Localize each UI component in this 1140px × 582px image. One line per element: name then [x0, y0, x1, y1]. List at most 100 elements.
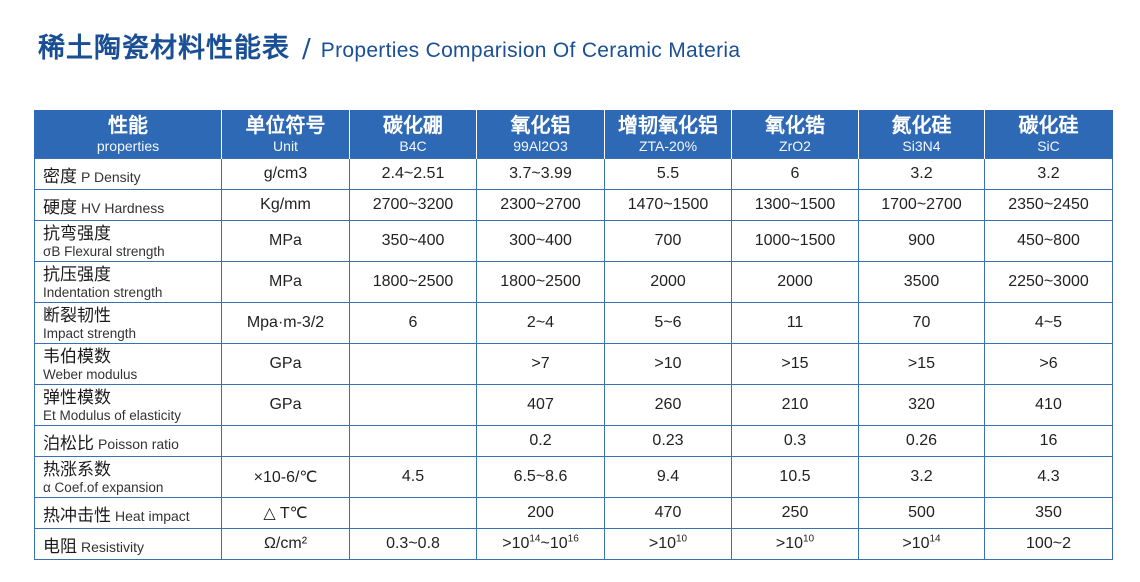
property-label-en: α Coef.of expansion: [43, 479, 164, 495]
unit-cell: [221, 425, 350, 457]
value-cell: >1010: [731, 528, 859, 560]
value-exponent: 10: [676, 533, 688, 545]
header-unit: 单位符号 Unit: [221, 110, 350, 159]
title-english: Properties Comparision Of Ceramic Materi…: [320, 39, 741, 62]
unit-cell: Kg/mm: [221, 189, 350, 221]
value-cell: 260: [604, 384, 732, 426]
value-cell: 2300~2700: [476, 189, 605, 221]
value-cell: 300~400: [476, 220, 605, 262]
property-label-zh: 电阻: [43, 536, 77, 557]
header-label-en: SiC: [1037, 138, 1060, 154]
property-cell: 电阻 Resistivity: [34, 528, 222, 560]
header-zta: 增韧氧化铝 ZTA-20%: [604, 110, 732, 159]
properties-table: 性能 properties 单位符号 Unit 碳化硼 B4C 氧化铝 99Al2O3 …: [34, 110, 1113, 560]
property-label-zh: 弹性模数: [43, 387, 111, 408]
property-label-en: HV Hardness: [81, 199, 165, 216]
value-cell: 6: [349, 302, 477, 344]
value-cell: 2.4~2.51: [349, 158, 477, 190]
header-label-en: Si3N4: [902, 138, 941, 154]
value-cell: 1800~2500: [349, 261, 477, 303]
property-label-en: Heat impact: [115, 507, 190, 524]
property-cell: 泊松比 Poisson ratio: [34, 425, 222, 457]
value-cell: 0.26: [858, 425, 985, 457]
header-al2o3: 氧化铝 99Al2O3: [476, 110, 605, 159]
unit-cell: GPa: [221, 343, 350, 385]
unit-cell: GPa: [221, 384, 350, 426]
value-cell: >1014~1016: [476, 528, 605, 560]
value-cell: >15: [731, 343, 859, 385]
value-cell: 2000: [731, 261, 859, 303]
header-label-zh: 氧化锆: [765, 113, 825, 137]
value-cell: 4.3: [984, 456, 1113, 498]
value-cell: 3.2: [858, 456, 985, 498]
property-cell: 弹性模数 Et Modulus of elasticity: [34, 384, 222, 426]
property-label-zh: 热涨系数: [43, 459, 111, 480]
header-label-zh: 增韧氧化铝: [618, 113, 718, 137]
property-cell: 断裂韧性 Impact strength: [34, 302, 222, 344]
property-label-en: Indentation strength: [43, 284, 163, 300]
header-b4c: 碳化硼 B4C: [349, 110, 477, 159]
title-separator: /: [302, 34, 311, 64]
header-sic: 碳化硅 SiC: [984, 110, 1113, 159]
unit-cell: △ T℃: [221, 497, 350, 529]
value-cell: 70: [858, 302, 985, 344]
property-label-zh: 抗压强度: [43, 264, 111, 285]
property-label-zh: 断裂韧性: [43, 305, 111, 326]
property-label-en: Weber modulus: [43, 366, 138, 382]
value-cell: 250: [731, 497, 859, 529]
property-label-en: Poisson ratio: [98, 435, 179, 452]
value-cell: [349, 343, 477, 385]
value-cell: 6: [731, 158, 859, 190]
page-title: 稀土陶瓷材料性能表 / Properties Comparision Of Ce…: [38, 26, 740, 66]
value-cell: 4.5: [349, 456, 477, 498]
property-cell: 热冲击性 Heat impact: [34, 497, 222, 529]
value-cell: 210: [731, 384, 859, 426]
header-label-en: 99Al2O3: [513, 138, 568, 154]
value-cell: 450~800: [984, 220, 1113, 262]
value-cell: 11: [731, 302, 859, 344]
value-cell: 500: [858, 497, 985, 529]
value-cell: 3.2: [858, 158, 985, 190]
value-cell: 470: [604, 497, 732, 529]
value-base: >10: [902, 535, 930, 552]
value-cell: 6.5~8.6: [476, 456, 605, 498]
unit-cell: Ω/cm²: [221, 528, 350, 560]
value-cell: 16: [984, 425, 1113, 457]
value-cell: 200: [476, 497, 605, 529]
value-cell: 3.2: [984, 158, 1113, 190]
unit-cell: ×10-6/℃: [221, 456, 350, 498]
value-cell: [349, 497, 477, 529]
property-cell: 韦伯模数 Weber modulus: [34, 343, 222, 385]
table-row-poisson: 泊松比 Poisson ratio 0.2 0.23 0.3 0.26 16: [34, 425, 1113, 457]
header-label-zh: 碳化硅: [1018, 113, 1079, 137]
value-cell: >6: [984, 343, 1113, 385]
property-cell: 抗弯强度 σB Flexural strength: [34, 220, 222, 262]
value-cell: 0.23: [604, 425, 732, 457]
value-cell: 700: [604, 220, 732, 262]
table-header-row: 性能 properties 单位符号 Unit 碳化硼 B4C 氧化铝 99Al2O3 …: [34, 110, 1113, 159]
value-range: ~10: [540, 535, 568, 552]
value-cell: 2~4: [476, 302, 605, 344]
property-cell: 抗压强度 Indentation strength: [34, 261, 222, 303]
value-cell: 2000: [604, 261, 732, 303]
header-label-zh: 单位符号: [245, 113, 326, 137]
property-label-en: Impact strength: [43, 325, 137, 341]
title-chinese: 稀土陶瓷材料性能表: [38, 33, 290, 64]
value-base: >10: [775, 535, 803, 552]
header-label-zh: 碳化硼: [383, 113, 443, 137]
value-cell: 10.5: [731, 456, 859, 498]
property-label-zh: 硬度: [43, 197, 77, 218]
value-cell: 0.2: [476, 425, 605, 457]
property-label-zh: 泊松比: [43, 433, 94, 454]
property-label-en: P Density: [81, 168, 141, 185]
table-row-weber: 韦伯模数 Weber modulus GPa >7 >10 >15 >15 >6: [34, 343, 1113, 385]
table-row-expansion: 热涨系数 α Coef.of expansion ×10-6/℃ 4.5 6.5~…: [34, 456, 1113, 498]
value-cell: >10: [604, 343, 732, 385]
header-label-en: Unit: [273, 138, 298, 154]
value-base: >10: [502, 535, 530, 552]
property-cell: 硬度 HV Hardness: [34, 189, 222, 221]
property-label-en: Resistivity: [81, 538, 145, 555]
value-cell: 2250~3000: [984, 261, 1113, 303]
value-cell: 0.3: [731, 425, 859, 457]
header-label-zh: 氧化铝: [510, 113, 571, 137]
